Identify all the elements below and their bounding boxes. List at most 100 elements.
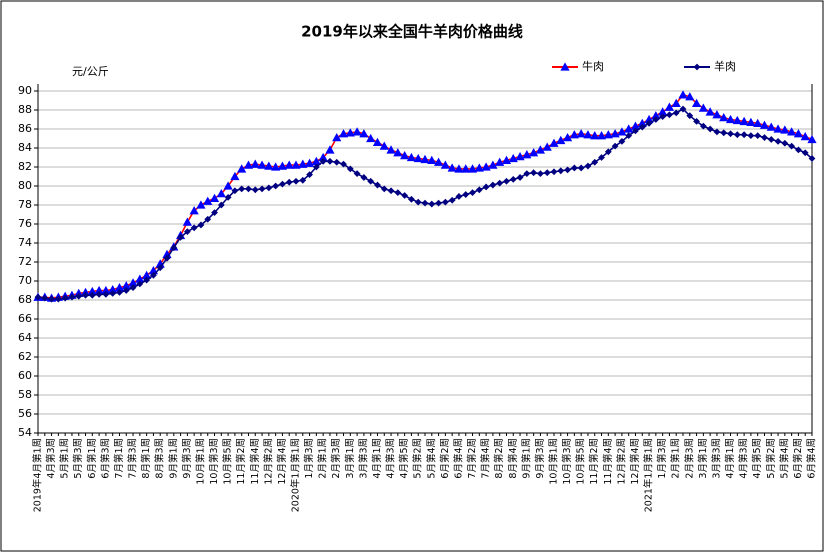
data-point (489, 181, 497, 189)
y-tick-label: 76 (18, 217, 32, 230)
data-point (699, 122, 707, 130)
x-tick-label: 4月第1周 (724, 438, 736, 479)
legend-marker (560, 62, 570, 71)
data-point (54, 295, 62, 303)
data-point (529, 148, 539, 157)
data-point (780, 125, 790, 134)
data-point (189, 206, 199, 215)
data-point (143, 276, 151, 284)
data-point (761, 134, 768, 141)
x-tick-label: 6月第1周 (86, 438, 98, 479)
data-point (372, 137, 383, 146)
data-point (264, 161, 274, 170)
data-point (795, 146, 802, 154)
data-point (632, 127, 639, 135)
data-point (781, 139, 789, 147)
y-tick-label: 64 (18, 331, 32, 344)
data-point (306, 171, 313, 178)
data-point (142, 270, 152, 279)
x-tick-label: 1月第3周 (303, 438, 315, 479)
data-point (196, 200, 206, 209)
x-tick-label: 4月第5周 (751, 438, 763, 479)
legend-label: 牛肉 (582, 59, 604, 73)
data-point (488, 160, 498, 169)
data-point (421, 199, 429, 207)
data-point (693, 118, 700, 125)
data-point (542, 142, 552, 151)
data-point (326, 157, 334, 165)
data-point (87, 286, 97, 296)
data-point (720, 129, 728, 137)
x-tick-label: 9月第1周 (167, 438, 179, 479)
y-tick-label: 56 (18, 407, 32, 420)
data-point (583, 130, 593, 139)
data-point (299, 176, 307, 184)
data-point (61, 294, 69, 302)
data-point (753, 118, 763, 127)
legend-marker (693, 63, 701, 71)
data-point (271, 162, 281, 171)
data-point (664, 102, 675, 111)
x-tick-label: 3月第1周 (697, 438, 709, 479)
data-point (638, 123, 646, 131)
data-point (386, 145, 396, 154)
data-point (705, 107, 715, 116)
data-point (788, 142, 796, 150)
y-tick-label: 90 (18, 84, 32, 97)
y-tick-label: 68 (18, 293, 32, 306)
data-point (556, 135, 566, 145)
data-point (367, 177, 375, 185)
data-point (135, 274, 145, 283)
x-tick-label: 5月第2周 (765, 438, 777, 479)
chart-title: 2019年以来全国牛羊肉价格曲线 (301, 23, 523, 41)
data-point (596, 131, 607, 140)
x-tick-label: 2019年4月第1周 (32, 438, 44, 512)
data-point (298, 159, 308, 168)
data-point (183, 228, 191, 235)
data-point (740, 131, 748, 139)
data-point (311, 156, 321, 165)
x-tick-label: 9月第3周 (534, 438, 546, 479)
x-tick-label: 3月第1周 (344, 438, 356, 479)
y-tick-label: 60 (18, 369, 32, 382)
data-point (550, 168, 558, 176)
x-tick-label: 8月第3周 (154, 438, 166, 479)
y-axis-label: 元/公斤 (72, 65, 109, 78)
data-point (379, 141, 389, 150)
data-point (719, 113, 729, 122)
x-tick-label: 3月第3周 (357, 438, 369, 479)
y-tick-label: 88 (18, 103, 32, 116)
data-point (462, 191, 470, 198)
data-point (312, 163, 320, 171)
data-point (48, 295, 55, 303)
data-point (325, 145, 335, 154)
y-tick-label: 86 (18, 122, 32, 135)
data-point (523, 170, 531, 178)
data-point (713, 128, 721, 136)
data-point (128, 278, 138, 287)
data-point (577, 164, 585, 172)
x-tick-label: 5月第4周 (778, 438, 790, 479)
x-tick-label: 7月第4周 (480, 438, 492, 479)
x-tick-label: 2月第3周 (330, 438, 342, 479)
data-point (469, 189, 476, 197)
data-point (285, 178, 293, 186)
data-point (217, 201, 225, 209)
data-point (652, 116, 660, 123)
x-tick-label: 6月第4周 (452, 438, 464, 479)
x-tick-label: 6月第4周 (806, 438, 818, 479)
data-point (427, 155, 437, 165)
data-point (211, 209, 218, 216)
x-tick-label: 12月第2周 (615, 438, 627, 485)
data-point (537, 170, 544, 178)
data-point (603, 130, 613, 139)
x-tick-label: 12月第2周 (262, 438, 274, 485)
data-point (408, 195, 415, 203)
data-point (535, 145, 546, 154)
data-point (332, 132, 342, 142)
data-point (223, 181, 233, 190)
data-point (204, 215, 212, 223)
data-point (243, 160, 254, 169)
x-tick-label: 10月第1周 (548, 438, 560, 485)
data-point (467, 164, 478, 173)
